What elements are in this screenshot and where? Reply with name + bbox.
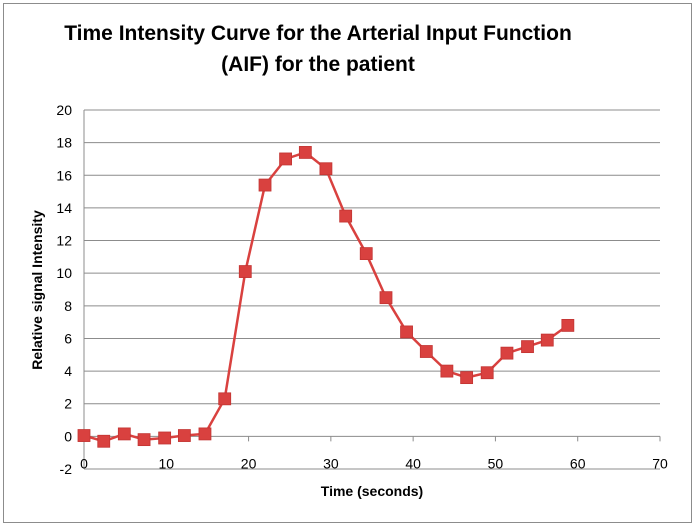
data-point-marker <box>540 333 554 347</box>
y-tick-label: 2 <box>64 396 72 412</box>
data-point-marker <box>258 178 272 192</box>
x-tick-label: 60 <box>570 455 586 471</box>
data-point-marker <box>279 152 293 166</box>
data-point-marker <box>218 392 232 406</box>
series-line <box>83 151 569 443</box>
y-tick-label: -2 <box>60 461 73 477</box>
x-tick-label: 50 <box>488 455 504 471</box>
y-tick-label: 16 <box>56 167 72 183</box>
x-tick-label: 40 <box>405 455 421 471</box>
y-tick-label: 20 <box>56 102 72 118</box>
data-point-marker <box>521 340 534 354</box>
data-point-marker <box>298 146 312 159</box>
data-point-marker <box>419 345 433 358</box>
data-point-marker <box>500 346 514 360</box>
data-point-marker <box>339 209 353 223</box>
data-point-marker <box>158 431 172 445</box>
data-point-marker <box>561 318 575 332</box>
chart-title-line-2: (AIF) for the patient <box>221 53 415 76</box>
data-point-marker <box>400 325 413 339</box>
y-tick-label: 14 <box>56 200 72 216</box>
data-point-marker <box>117 427 131 441</box>
x-tick-label: 70 <box>652 455 668 471</box>
chart-title-line-1: Time Intensity Curve for the Arterial In… <box>64 22 572 45</box>
data-point-marker <box>440 364 454 378</box>
data-point-marker <box>460 371 474 385</box>
y-tick-label: 0 <box>64 428 72 444</box>
data-point-marker <box>379 291 393 305</box>
x-tick-label: 20 <box>241 455 257 471</box>
series-layer <box>77 146 575 448</box>
x-tick-label: 30 <box>323 455 339 471</box>
y-axis-label: Relative signal Intensity <box>29 210 45 370</box>
y-tick-label: 6 <box>64 330 72 346</box>
data-point-marker <box>137 433 151 447</box>
x-axis-label: Time (seconds) <box>321 483 423 499</box>
y-tick-label: 4 <box>64 363 72 379</box>
data-point-marker <box>177 429 191 442</box>
y-tick-label: 10 <box>56 265 72 281</box>
axes <box>83 110 661 469</box>
data-point-marker <box>319 162 333 176</box>
data-point-marker <box>77 429 91 442</box>
x-tick-label: 10 <box>158 455 174 471</box>
y-tick-label: 18 <box>56 135 72 151</box>
data-point-marker <box>238 265 252 278</box>
y-tick-label: 12 <box>56 233 72 249</box>
gridlines <box>84 109 660 470</box>
tick-labels: -2 0 2 4 6 8 10 12 14 16 18 20 0 10 20 30 40 50 60 70 <box>56 102 668 477</box>
data-point-marker <box>198 427 212 441</box>
y-tick-label: 8 <box>64 298 72 314</box>
x-tick-label: 0 <box>80 455 88 471</box>
data-point-marker <box>97 434 111 448</box>
data-point-marker <box>359 247 373 261</box>
data-point-marker <box>480 366 494 380</box>
